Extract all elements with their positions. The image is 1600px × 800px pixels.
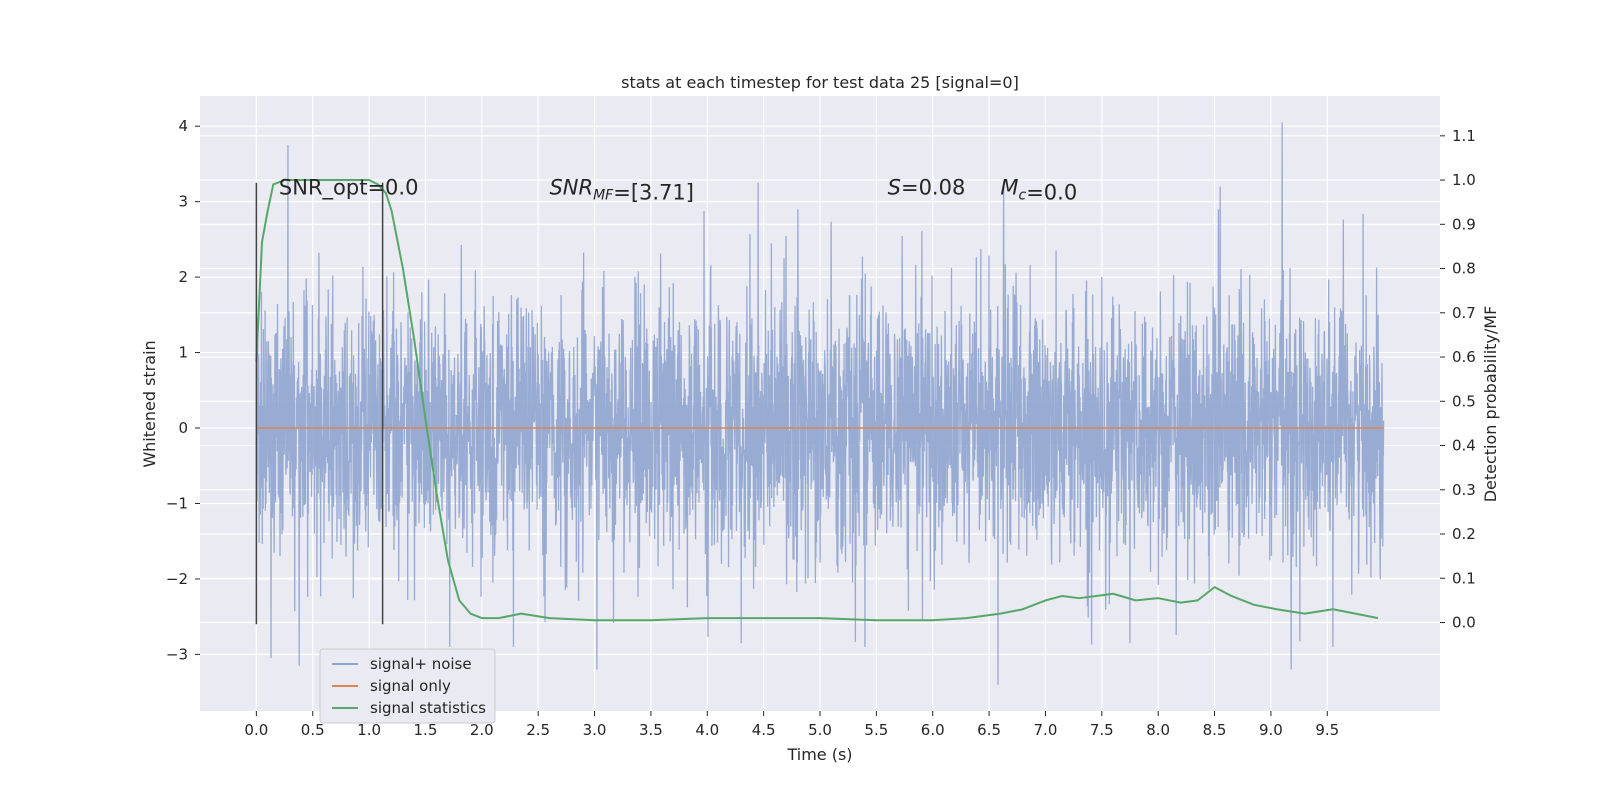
y-right-tick-label: 0.0 [1452, 614, 1476, 632]
x-tick-label: 9.5 [1315, 721, 1339, 739]
y-right-tick-label: 0.3 [1452, 481, 1476, 499]
vlines-layer [255, 182, 384, 625]
annotation: S=0.08 [888, 176, 966, 200]
y-axis-left: −3 −2 −1 0 1 2 3 4 [166, 117, 200, 663]
y-tick-label: 4 [178, 117, 188, 135]
annotation: SNR_opt=0.0 [279, 176, 419, 201]
y-axis-label: Whitened strain [140, 340, 159, 467]
x-tick-label: 4.0 [695, 721, 719, 739]
y-tick-label: −3 [166, 645, 188, 663]
x-tick-label: 3.5 [639, 721, 663, 739]
x-tick-label: 9.0 [1259, 721, 1283, 739]
y-tick-label: 2 [178, 268, 188, 286]
y-right-tick-label: 0.4 [1452, 437, 1476, 455]
x-tick-label: 6.5 [977, 721, 1001, 739]
x-tick-label: 3.0 [583, 721, 607, 739]
y-right-tick-label: 0.7 [1452, 304, 1476, 322]
x-tick-label: 7.0 [1034, 721, 1058, 739]
annotations: SNR_opt=0.0 SNRMF=[3.71] S=0.08 Mc=0.0 [279, 176, 1077, 205]
x-tick-label: 8.5 [1203, 721, 1227, 739]
x-axis-label: Time (s) [786, 745, 852, 764]
y-tick-label: −1 [166, 494, 188, 512]
legend-label-signal-noise: signal+ noise [370, 655, 472, 673]
x-tick-label: 5.5 [864, 721, 888, 739]
annotation: SNRMF=[3.71] [549, 176, 694, 205]
y-right-tick-label: 0.8 [1452, 260, 1476, 278]
x-tick-label: 2.5 [526, 721, 550, 739]
x-axis: 0.0 0.5 1.0 1.5 2.0 2.5 3.0 3.5 4.0 4.5 5.0 5.5 6.0 6… [244, 711, 1339, 739]
legend: signal+ noise signal only signal statist… [319, 648, 496, 724]
y-right-tick-label: 0.1 [1452, 569, 1476, 587]
x-tick-label: 5.0 [808, 721, 832, 739]
y-axis-right-label: Detection probability/MF [1481, 306, 1500, 503]
x-tick-label: 8.0 [1146, 721, 1170, 739]
y-right-tick-label: 0.6 [1452, 348, 1476, 366]
y-right-tick-label: 1.1 [1452, 127, 1476, 145]
y-axis-right: 0.0 0.1 0.2 0.3 0.4 0.5 0.6 0.7 0.8 0.9 1.0 1.1 [1440, 127, 1476, 632]
x-tick-label: 4.5 [752, 721, 776, 739]
x-tick-label: 0.0 [244, 721, 268, 739]
series-signal-statistics [255, 179, 1379, 622]
legend-label-signal-only: signal only [370, 677, 451, 695]
legend-box [319, 648, 496, 724]
x-tick-label: 1.5 [414, 721, 438, 739]
y-right-tick-label: 0.9 [1452, 215, 1476, 233]
x-tick-label: 2.0 [470, 721, 494, 739]
y-tick-label: 0 [178, 419, 188, 437]
series-signal-noise [255, 122, 1385, 685]
y-tick-label: 1 [178, 344, 188, 362]
x-tick-label: 6.0 [921, 721, 945, 739]
y-right-tick-label: 1.0 [1452, 171, 1476, 189]
legend-label-signal-statistics: signal statistics [370, 699, 486, 717]
y-right-tick-label: 0.5 [1452, 392, 1476, 410]
y-tick-label: −2 [166, 570, 188, 588]
y-right-tick-label: 0.2 [1452, 525, 1476, 543]
annotation: Mc=0.0 [1000, 176, 1077, 205]
x-tick-label: 1.0 [357, 721, 381, 739]
chart-title: stats at each timestep for test data 25 … [621, 73, 1019, 92]
series-layer [255, 122, 1385, 685]
y-tick-label: 3 [178, 193, 188, 211]
x-tick-label: 7.5 [1090, 721, 1114, 739]
x-tick-label: 0.5 [301, 721, 325, 739]
